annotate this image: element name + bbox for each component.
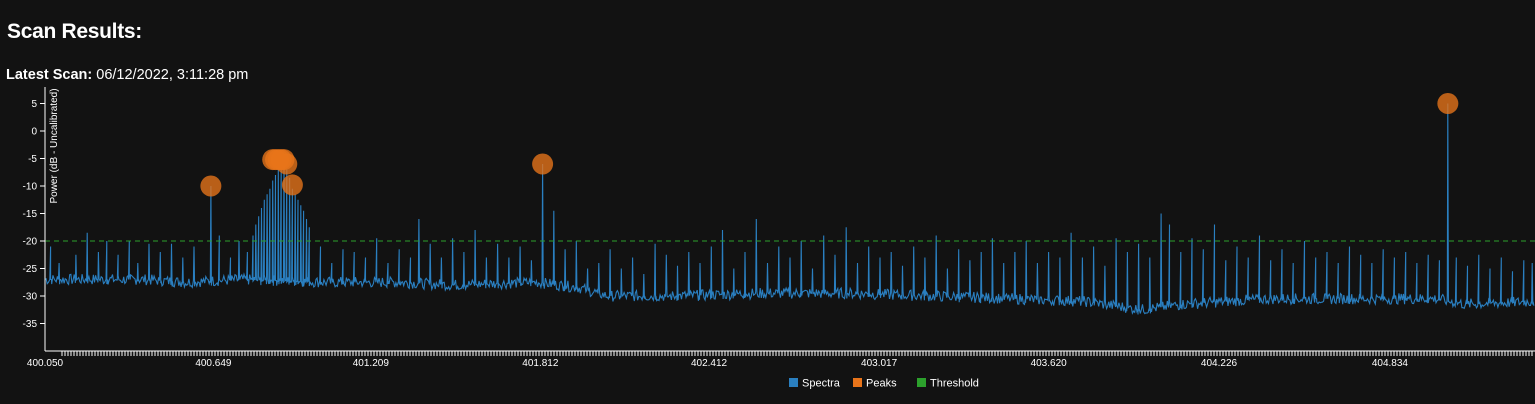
legend-swatch-spectra[interactable]: [789, 378, 798, 387]
chart-axes: 5 0 -5 -10 -15 -20 -25 -30 -35 400.050 400.649 401.…: [23, 87, 1535, 369]
page-title: Scan Results:: [7, 20, 142, 43]
latest-scan: Latest Scan: 06/12/2022, 3:11:28 pm: [6, 67, 248, 83]
y-tick-label: -35: [23, 319, 38, 330]
x-tick-label: 404.834: [1372, 358, 1409, 369]
x-minor-ticks: [61, 351, 1533, 356]
spectra-line: [44, 103, 1535, 315]
latest-scan-label: Latest Scan:: [6, 67, 93, 83]
legend-swatch-peaks[interactable]: [853, 378, 862, 387]
latest-scan-value: 06/12/2022, 3:11:28 pm: [96, 67, 249, 83]
x-tick-label: 402.412: [691, 358, 728, 369]
chart-legend: Spectra Peaks Threshold: [789, 378, 979, 390]
y-tick-label: -20: [23, 237, 38, 248]
spectra-series: [44, 103, 1535, 315]
x-tick-label: 404.226: [1201, 358, 1238, 369]
x-tick-label: 403.017: [861, 358, 898, 369]
y-tick-label: -15: [23, 209, 38, 220]
y-tick-label: -25: [23, 264, 38, 275]
peaks-series: [200, 93, 1459, 197]
y-axis-label: Power (dB - Uncalibrated): [49, 88, 60, 203]
legend-label-threshold[interactable]: Threshold: [930, 378, 979, 390]
legend-label-spectra[interactable]: Spectra: [802, 378, 841, 390]
x-tick-label: 403.620: [1031, 358, 1068, 369]
legend-swatch-threshold[interactable]: [917, 378, 926, 387]
y-tick-label: 0: [31, 127, 37, 138]
peak-marker: [200, 175, 222, 197]
peak-marker: [1437, 93, 1459, 114]
x-tick-label: 400.050: [27, 358, 64, 369]
x-tick-label: 401.209: [353, 358, 390, 369]
peak-marker: [276, 153, 298, 175]
x-tick-label: 401.812: [522, 358, 559, 369]
y-tick-label: -10: [23, 182, 38, 193]
legend-label-peaks[interactable]: Peaks: [866, 378, 897, 390]
peak-marker: [281, 174, 303, 196]
y-tick-label: 5: [31, 99, 37, 110]
x-tick-label: 400.649: [195, 358, 232, 369]
peak-marker: [532, 153, 554, 175]
y-tick-label: -5: [28, 154, 37, 165]
y-tick-label: -30: [23, 292, 38, 303]
